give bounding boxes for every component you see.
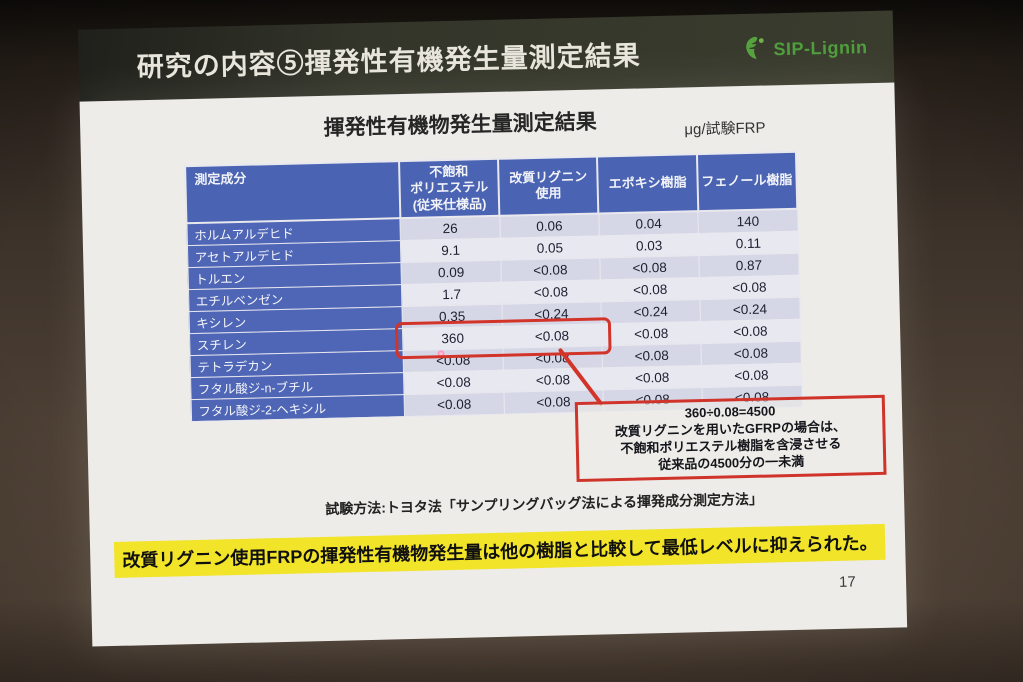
table-cell: 140 [697,208,798,234]
table-cell: <0.08 [501,279,601,305]
table-cell: <0.08 [502,345,603,371]
test-method-note: 試験方法:トヨタ法「サンプリングバッグ法による揮発成分測定方法」 [325,490,764,517]
slide-header-band: 研究の内容⑤揮発性有機発生量測定結果 SIP-Lignin [77,10,895,102]
column-header: 測定成分 [185,161,401,223]
conclusion-highlight: 改質リグニン使用FRPの揮発性有機物発生量は他の樹脂と比較して最低レベルに抑えら… [113,523,887,578]
table-cell: <0.08 [500,257,601,283]
table-cell: <0.08 [403,370,504,395]
logo-text: SIP-Lignin [773,36,868,59]
table-cell: <0.08 [503,367,603,393]
table-cell: <0.08 [600,277,701,302]
table-cell: <0.08 [700,319,801,344]
column-header: エポキシ樹脂 [597,154,698,214]
annotation-box: 360÷0.08=4500 改質リグニンを用いたGFRPの場合は、 不飽和ポリエ… [574,394,887,482]
table-cell: 1.7 [401,282,502,307]
table-cell: 0.09 [401,260,502,285]
voc-table: 測定成分 不飽和 ポリエステル (従来仕様品) 改質リグニン 使用 エポキシ樹脂 フェノ… [184,151,803,422]
table-cell: 9.1 [400,238,501,263]
table-cell: <0.08 [601,343,702,368]
table-cell: <0.08 [602,365,703,390]
table-cell: 0.03 [599,233,700,258]
table-cell: <0.08 [701,340,801,366]
unit-label: μg/試験FRP [684,119,766,139]
column-header: 不飽和 ポリエステル (従来仕様品) [398,158,500,218]
table-cell: 360 [402,326,503,351]
slide-title: 研究の内容⑤揮発性有機発生量測定結果 [136,39,641,82]
table-cell: <0.08 [699,275,800,300]
table-cell: <0.08 [403,348,504,373]
column-header: 改質リグニン 使用 [498,156,599,216]
table-cell: <0.08 [502,323,602,349]
slide-body: 揮発性有機物発生量測定結果 μg/試験FRP 測定成分 不飽和 ポリエステル (従… [79,82,908,647]
voc-table-body: ホルムアルデヒド 26 0.06 0.04 140 アセトアルデヒド 9.1 0.05 0.03… [186,208,802,422]
table-cell: <0.24 [600,299,701,324]
table-cell: <0.24 [501,301,602,327]
table-cell: 0.11 [698,231,799,256]
table-cell: <0.08 [404,392,505,417]
column-header: フェノール樹脂 [696,151,798,211]
row-label: フタル酸ジ-2-ヘキシル [190,394,405,422]
voc-table-wrap: 測定成分 不飽和 ポリエステル (従来仕様品) 改質リグニン 使用 エポキシ樹脂 フェノ… [184,151,803,422]
sip-lignin-logo: SIP-Lignin [743,32,868,66]
table-cell: <0.08 [601,321,702,346]
table-cell: 0.04 [598,210,699,236]
table-cell: <0.08 [701,362,802,388]
page-number: 17 [838,573,856,591]
table-cell: 26 [400,215,500,241]
table-cell: 0.35 [402,304,503,329]
table-cell: 0.06 [499,213,600,239]
table-cell: 0.05 [499,235,600,261]
table-cell: <0.08 [599,255,700,280]
table-cell: 0.87 [699,253,799,278]
projected-slide: 研究の内容⑤揮発性有機発生量測定結果 SIP-Lignin 揮発性有機物発生量測… [77,10,908,647]
sip-lignin-logo-icon [743,34,768,66]
table-cell: <0.24 [700,297,800,322]
table-title: 揮発性有機物発生量測定結果 [323,110,597,140]
